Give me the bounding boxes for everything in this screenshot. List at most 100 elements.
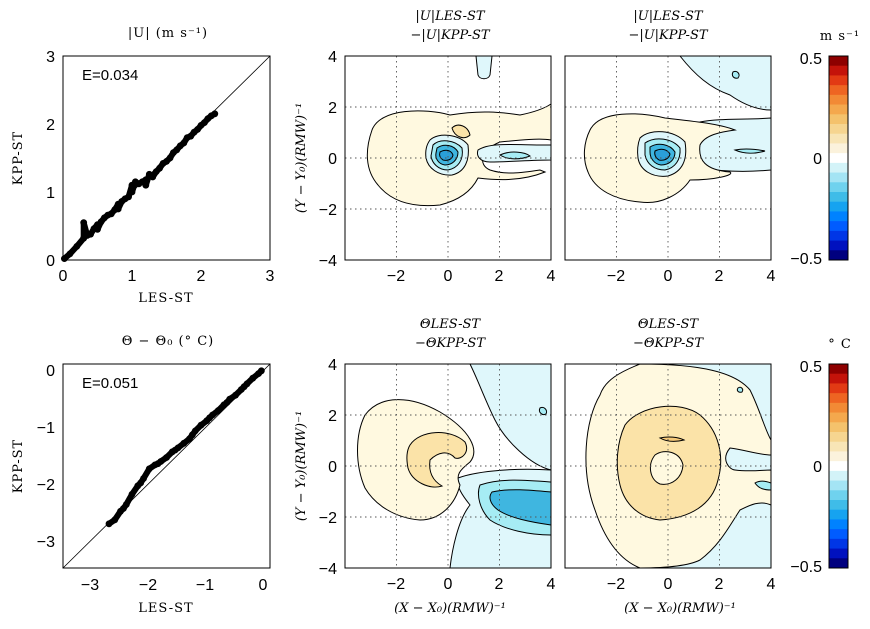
colorbar-cell bbox=[829, 133, 848, 144]
colorbar-temperature: ° C 0.5 0 −0.5 bbox=[790, 337, 852, 576]
colorbar-cell bbox=[829, 441, 848, 452]
colorbar-cell bbox=[829, 548, 848, 559]
scatter-point bbox=[163, 454, 170, 461]
colorbar-cell bbox=[829, 402, 848, 413]
colorbar-cell bbox=[829, 114, 848, 125]
x-tick: 2 bbox=[495, 576, 504, 593]
colorbar-cell bbox=[829, 412, 848, 423]
scatter-point bbox=[194, 125, 202, 133]
scatter-point bbox=[187, 132, 195, 140]
x-tick: 0 bbox=[59, 268, 68, 285]
colorbar-cells bbox=[829, 364, 848, 569]
contour-title-line2: −|U|KPP-ST bbox=[628, 28, 708, 43]
y-tick: 1 bbox=[46, 185, 55, 202]
colorbar-cell bbox=[829, 529, 848, 540]
y-tick: 2 bbox=[328, 408, 337, 425]
colorbar-cell bbox=[829, 480, 848, 491]
x-tick: 2 bbox=[495, 268, 504, 285]
x-tick: 0 bbox=[664, 268, 673, 285]
scatter-point bbox=[201, 119, 208, 126]
x-tick: −2 bbox=[607, 268, 625, 285]
contour-title-line1: ΘLES-ST bbox=[638, 317, 699, 332]
colorbar-cell bbox=[829, 192, 848, 203]
y-tick: 0 bbox=[328, 151, 337, 168]
x-tick: 0 bbox=[664, 576, 673, 593]
scatter-point bbox=[94, 226, 101, 233]
colorbar-cell bbox=[829, 432, 848, 443]
x-tick: 0 bbox=[444, 576, 453, 593]
contour-grid bbox=[345, 56, 551, 260]
colorbar-cell bbox=[829, 94, 848, 105]
scatter-point bbox=[83, 232, 91, 239]
scatter-point bbox=[159, 160, 167, 167]
scatter-panel-speed: |U| (m s⁻¹) E=0.034 0 1 2 3 0 1 2 3 LES-… bbox=[11, 26, 275, 306]
y-axis-label: (Y − Y₀)(RMW)⁻¹ bbox=[294, 103, 309, 213]
y-tick: 2 bbox=[328, 100, 337, 117]
scatter-point bbox=[73, 243, 81, 250]
y-tick: 0 bbox=[46, 253, 55, 270]
colorbar-cell bbox=[829, 500, 848, 511]
x-tick: 4 bbox=[767, 576, 776, 593]
x-tick: −2 bbox=[387, 576, 405, 593]
scatter-point bbox=[206, 414, 214, 422]
colorbar-cell bbox=[829, 211, 848, 222]
y-axis-label: (Y − Y₀)(RMW)⁻¹ bbox=[294, 411, 309, 521]
contour-panel-temperature-b: ΘLES-ST −ΘKPP-ST −2 0 2 4 (X − X₀)(RMW)⁻… bbox=[564, 317, 776, 616]
scatter-point bbox=[80, 219, 88, 227]
scatter-title-temperature: Θ − Θ₀ (° C) bbox=[122, 334, 215, 349]
y-tick: 4 bbox=[328, 49, 337, 66]
scatter-point bbox=[173, 146, 181, 154]
colorbar-cells bbox=[829, 56, 848, 261]
contour-title-line2: −|U|KPP-ST bbox=[410, 28, 490, 43]
scatter-point bbox=[197, 421, 205, 429]
x-axis-label: LES-ST bbox=[138, 601, 193, 616]
x-axis-label: (X − X₀)(RMW)⁻¹ bbox=[624, 601, 736, 616]
colorbar-cell bbox=[829, 490, 848, 501]
colorbar-tick: 0.5 bbox=[800, 51, 822, 68]
colorbar-cell bbox=[829, 153, 848, 164]
scatter-panel-temperature: Θ − Θ₀ (° C) E=0.051 −3 −2 −1 0 0 −1 −2 … bbox=[11, 334, 271, 616]
scatter-point bbox=[207, 112, 215, 120]
scatter-point bbox=[120, 505, 127, 512]
y-tick: −1 bbox=[37, 420, 55, 437]
contour-title-line1: |U|LES-ST bbox=[415, 9, 486, 24]
scatter-point bbox=[104, 211, 112, 219]
y-tick: 2 bbox=[46, 117, 55, 134]
y-tick: −4 bbox=[319, 561, 337, 578]
contour-grid bbox=[345, 364, 551, 568]
scatter-point bbox=[142, 181, 150, 189]
scatter-point bbox=[118, 198, 126, 205]
colorbar-unit: ° C bbox=[828, 337, 852, 352]
x-tick: 3 bbox=[266, 268, 275, 285]
scatter-points-temperature bbox=[105, 367, 265, 528]
colorbar-cell bbox=[829, 230, 848, 241]
scatter-point bbox=[180, 439, 188, 447]
scatter-point bbox=[232, 391, 239, 399]
contour-title-line1: |U|LES-ST bbox=[633, 9, 704, 24]
scatter-point bbox=[258, 367, 265, 375]
colorbar-tick: 0.5 bbox=[800, 359, 822, 376]
scatter-point bbox=[125, 193, 132, 201]
colorbar-cell bbox=[829, 509, 848, 520]
contour-fills bbox=[357, 363, 552, 569]
colorbar-tick: 0 bbox=[813, 459, 822, 476]
colorbar-cell bbox=[829, 85, 848, 96]
scatter-point bbox=[111, 516, 119, 524]
x-tick: 2 bbox=[715, 268, 724, 285]
scatter-point bbox=[171, 446, 179, 454]
colorbar-tick: 0 bbox=[813, 151, 822, 168]
scatter-point bbox=[105, 520, 113, 528]
colorbar-cell bbox=[829, 538, 848, 549]
contour-title-line2: −ΘKPP-ST bbox=[633, 336, 704, 351]
y-axis-label: KPP-ST bbox=[11, 131, 26, 185]
colorbar-cell bbox=[829, 172, 848, 183]
colorbar-cell bbox=[829, 558, 848, 569]
colorbar-cell bbox=[829, 470, 848, 481]
colorbar-cell bbox=[829, 519, 848, 530]
x-axis-label: (X − X₀)(RMW)⁻¹ bbox=[394, 601, 506, 616]
scatter-point bbox=[152, 168, 160, 176]
colorbar-cell bbox=[829, 364, 848, 375]
colorbar-cell bbox=[829, 221, 848, 232]
x-tick: −3 bbox=[81, 577, 99, 594]
